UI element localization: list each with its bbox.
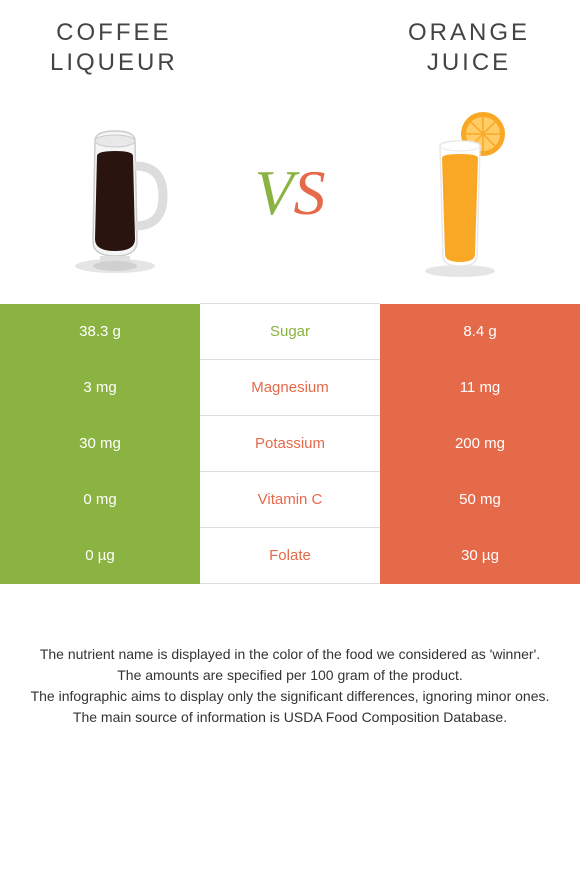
left-value-cell: 0 µg — [0, 528, 200, 584]
title-line: ORANGE — [408, 19, 530, 46]
table-row: 38.3 gSugar8.4 g — [0, 304, 580, 360]
notes-section: The nutrient name is displayed in the co… — [0, 584, 580, 728]
orange-juice-image — [395, 106, 525, 281]
title-line: JUICE — [427, 49, 511, 76]
images-row: VS — [0, 88, 580, 303]
left-value-cell: 3 mg — [0, 360, 200, 416]
right-value-cell: 30 µg — [380, 528, 580, 584]
header: COFFEE LIQUEUR ORANGE JUICE — [0, 0, 580, 88]
nutrient-label-cell: Potassium — [200, 416, 380, 472]
table-row: 30 mgPotassium200 mg — [0, 416, 580, 472]
table-row: 0 mgVitamin C50 mg — [0, 472, 580, 528]
comparison-table: 38.3 gSugar8.4 g3 mgMagnesium11 mg30 mgP… — [0, 303, 580, 584]
right-value-cell: 50 mg — [380, 472, 580, 528]
title-line: COFFEE — [56, 19, 171, 46]
vs-v: V — [254, 157, 293, 228]
right-value-cell: 200 mg — [380, 416, 580, 472]
note-line: The nutrient name is displayed in the co… — [20, 644, 560, 665]
left-product-title: COFFEE LIQUEUR — [50, 18, 178, 78]
title-line: LIQUEUR — [50, 49, 178, 76]
table-row: 0 µgFolate30 µg — [0, 528, 580, 584]
right-product-title: ORANGE JUICE — [408, 18, 530, 78]
nutrient-label-cell: Magnesium — [200, 360, 380, 416]
left-value-cell: 38.3 g — [0, 304, 200, 360]
nutrient-label-cell: Vitamin C — [200, 472, 380, 528]
note-line: The main source of information is USDA F… — [20, 707, 560, 728]
table-row: 3 mgMagnesium11 mg — [0, 360, 580, 416]
coffee-liqueur-image — [55, 106, 185, 281]
right-value-cell: 11 mg — [380, 360, 580, 416]
left-value-cell: 30 mg — [0, 416, 200, 472]
nutrient-label-cell: Sugar — [200, 304, 380, 360]
note-line: The amounts are specified per 100 gram o… — [20, 665, 560, 686]
vs-label: VS — [254, 156, 325, 230]
right-value-cell: 8.4 g — [380, 304, 580, 360]
nutrient-label-cell: Folate — [200, 528, 380, 584]
note-line: The infographic aims to display only the… — [20, 686, 560, 707]
vs-s: S — [294, 157, 326, 228]
left-value-cell: 0 mg — [0, 472, 200, 528]
